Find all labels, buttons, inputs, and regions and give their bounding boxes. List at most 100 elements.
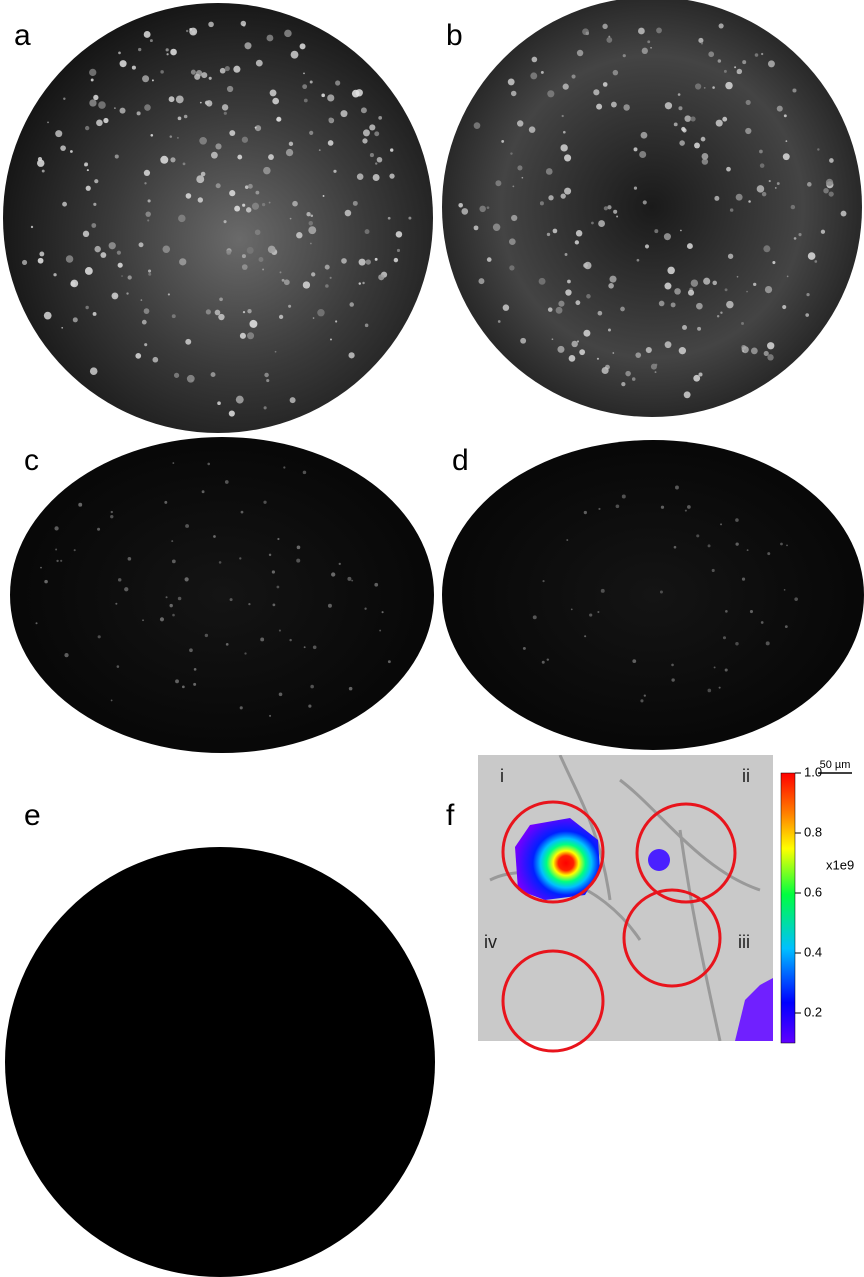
speck — [487, 257, 492, 262]
speck — [176, 96, 184, 104]
speck — [175, 679, 179, 683]
speck — [632, 377, 636, 381]
speck — [737, 276, 739, 278]
speck — [169, 96, 175, 102]
speck — [664, 233, 671, 240]
speck — [40, 567, 42, 569]
speck — [353, 201, 358, 206]
speck — [120, 60, 127, 67]
speck — [746, 291, 748, 293]
speck — [319, 149, 321, 151]
speck — [279, 630, 281, 632]
speck — [148, 273, 151, 276]
speck — [664, 283, 671, 290]
speck — [311, 214, 314, 217]
speck — [556, 307, 563, 314]
speck — [78, 503, 82, 507]
speck — [675, 486, 679, 490]
speck — [660, 591, 663, 594]
speck — [152, 357, 158, 363]
speck — [745, 128, 751, 134]
speck — [241, 21, 246, 26]
speck — [714, 196, 719, 201]
speck — [85, 267, 93, 275]
speck — [775, 187, 777, 189]
speck — [359, 282, 361, 284]
speck — [234, 206, 240, 212]
speck — [242, 204, 245, 207]
speck — [71, 280, 79, 288]
speck — [199, 137, 207, 145]
speck — [841, 211, 847, 217]
speck — [763, 245, 770, 252]
speck — [678, 106, 682, 110]
speck — [230, 598, 233, 601]
speck — [723, 636, 726, 639]
speck — [679, 347, 686, 354]
speck — [517, 165, 522, 170]
speck — [174, 373, 179, 378]
speck — [612, 352, 614, 354]
speck — [225, 66, 230, 71]
speck — [172, 559, 176, 563]
speck — [303, 73, 305, 75]
speck — [542, 580, 544, 582]
speck — [742, 60, 746, 64]
speck — [784, 589, 786, 591]
speck — [688, 290, 694, 296]
figure: a b c d e f 50 µm i ii iii iv x1e9 1.00.… — [0, 0, 864, 1277]
speck — [717, 315, 719, 317]
speck — [110, 515, 113, 518]
speck — [142, 75, 149, 82]
speck — [586, 294, 591, 299]
speck — [725, 82, 732, 89]
speck — [147, 219, 149, 221]
speck — [85, 126, 89, 130]
speck — [178, 116, 182, 120]
speck — [634, 147, 638, 151]
speck — [98, 635, 101, 638]
speck — [47, 121, 49, 123]
speck — [64, 653, 68, 657]
speck — [696, 534, 699, 537]
speck — [565, 289, 571, 295]
speck — [42, 170, 45, 173]
speck — [247, 332, 254, 339]
speck — [310, 685, 314, 689]
speck — [530, 72, 537, 79]
speck — [275, 351, 277, 353]
speck — [607, 205, 611, 209]
speck — [247, 309, 251, 313]
speck — [248, 184, 253, 189]
speck — [284, 279, 290, 285]
speck — [247, 247, 254, 254]
speck — [211, 372, 216, 377]
speck — [111, 292, 118, 299]
speck — [767, 342, 774, 349]
speck — [194, 668, 197, 671]
speck — [227, 86, 233, 92]
speck — [311, 272, 315, 276]
speck — [256, 60, 263, 67]
speck — [767, 552, 770, 555]
speck — [170, 49, 177, 56]
speck — [397, 249, 400, 252]
speck — [270, 89, 277, 96]
region-label: i — [500, 766, 504, 786]
speck — [217, 401, 221, 405]
speck — [213, 535, 216, 538]
speck — [222, 104, 228, 110]
speck — [661, 506, 664, 509]
speck — [695, 83, 701, 89]
speck — [325, 265, 330, 270]
speck — [103, 118, 108, 123]
speck — [339, 563, 341, 565]
speck — [584, 511, 587, 514]
speck — [117, 251, 121, 255]
speck — [748, 200, 751, 203]
speck — [768, 60, 775, 67]
colorbar-tick-label: 0.2 — [804, 1004, 822, 1019]
speck — [170, 157, 175, 162]
speck — [616, 504, 620, 508]
speck — [87, 169, 89, 171]
